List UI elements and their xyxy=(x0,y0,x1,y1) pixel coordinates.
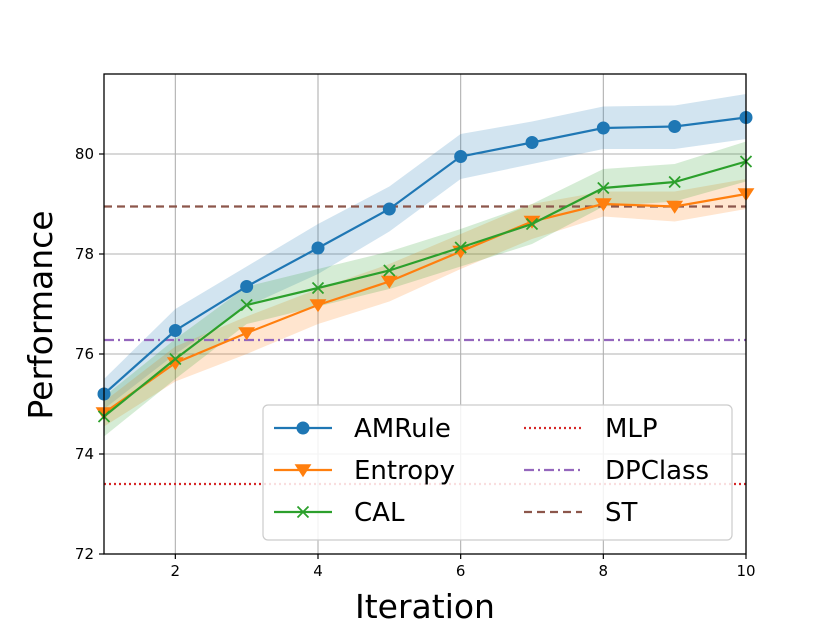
y-tick-label: 76 xyxy=(75,345,94,363)
confidence-bands xyxy=(104,94,746,437)
point-amrule xyxy=(382,202,396,216)
legend: AMRule Entropy CAL MLP DPClass ST xyxy=(262,404,733,541)
line-entropy xyxy=(103,192,747,414)
point-cal xyxy=(454,241,467,254)
point-cal xyxy=(525,217,539,231)
x-tick-label: 8 xyxy=(599,562,609,580)
axis-ticks: 2 4 6 8 10 72 74 76 78 80 xyxy=(75,145,756,580)
legend-label-dpclass: DPClass xyxy=(605,456,709,486)
point-amrule xyxy=(168,324,182,337)
band-cal xyxy=(104,141,746,437)
point-amrule xyxy=(454,150,468,163)
band-entropy xyxy=(104,179,746,427)
x-tick-label: 6 xyxy=(456,562,466,580)
point-entropy xyxy=(238,327,256,341)
point-amrule xyxy=(596,121,610,135)
legend-label-st: ST xyxy=(605,498,638,528)
point-cal xyxy=(668,175,681,189)
legend-label-mlp: MLP xyxy=(605,414,658,444)
line-cal xyxy=(103,160,747,418)
y-tick-label: 80 xyxy=(75,145,94,163)
point-entropy xyxy=(666,200,684,214)
legend-label-entropy: Entropy xyxy=(354,456,455,486)
y-tick-label: 72 xyxy=(75,545,94,563)
point-cal xyxy=(169,352,182,366)
x-tick-label: 10 xyxy=(736,562,755,580)
point-entropy xyxy=(309,299,327,313)
point-amrule xyxy=(668,120,682,133)
point-amrule xyxy=(240,280,254,293)
x-tick-label: 2 xyxy=(171,562,181,580)
y-tick-label: 78 xyxy=(75,245,94,263)
plot-frame xyxy=(103,73,747,555)
legend-label-cal: CAL xyxy=(354,498,405,528)
y-tick-label: 74 xyxy=(75,445,94,463)
point-entropy xyxy=(594,198,612,212)
legend-box xyxy=(262,404,733,541)
legend-marker-entropy xyxy=(294,464,312,478)
line-amrule xyxy=(103,116,747,395)
legend-label-amrule: AMRule xyxy=(354,414,451,444)
y-axis-title: Performance xyxy=(21,210,60,419)
point-cal xyxy=(597,181,610,195)
x-tick-label: 4 xyxy=(313,562,323,580)
point-amrule xyxy=(311,241,325,255)
point-entropy xyxy=(380,275,398,289)
legend-marker-cal xyxy=(296,505,310,519)
point-cal xyxy=(311,281,325,295)
point-cal xyxy=(240,298,253,312)
legend-marker-amrule xyxy=(296,421,310,435)
point-amrule xyxy=(525,136,539,149)
x-axis-title: Iteration xyxy=(355,587,495,623)
point-cal xyxy=(383,264,396,277)
series-lines xyxy=(95,111,755,423)
